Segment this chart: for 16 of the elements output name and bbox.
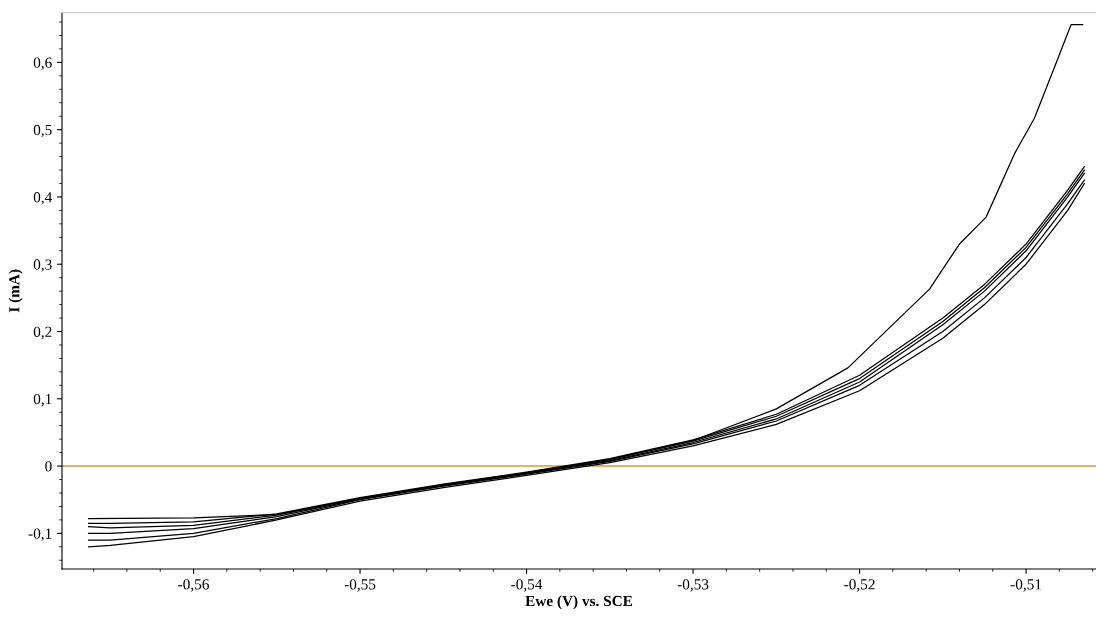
x-tick-label: -0,51 xyxy=(1010,579,1042,592)
y-tick-label: 0,5 xyxy=(33,124,52,138)
y-tick-label: 0,6 xyxy=(33,57,52,71)
x-tick-label: -0,52 xyxy=(844,579,875,592)
y-tick-label: 0,3 xyxy=(33,259,52,272)
x-tick-label: -0,53 xyxy=(677,579,709,592)
y-tick-label: 0 xyxy=(45,461,52,472)
y-tick-label: 0,2 xyxy=(33,326,52,340)
x-tick-label: -0,55 xyxy=(344,579,376,592)
y-tick-label: 0,4 xyxy=(33,192,53,205)
x-tick-label: -0,54 xyxy=(511,579,543,592)
x-tick-label: -0,56 xyxy=(178,579,209,592)
y-tick-label: -0,1 xyxy=(28,528,52,541)
x-axis-title: Ewe (V) vs. SCE xyxy=(525,595,633,610)
y-axis-title: I (mA) xyxy=(8,269,23,313)
y-tick-label: 0,1 xyxy=(33,393,52,407)
